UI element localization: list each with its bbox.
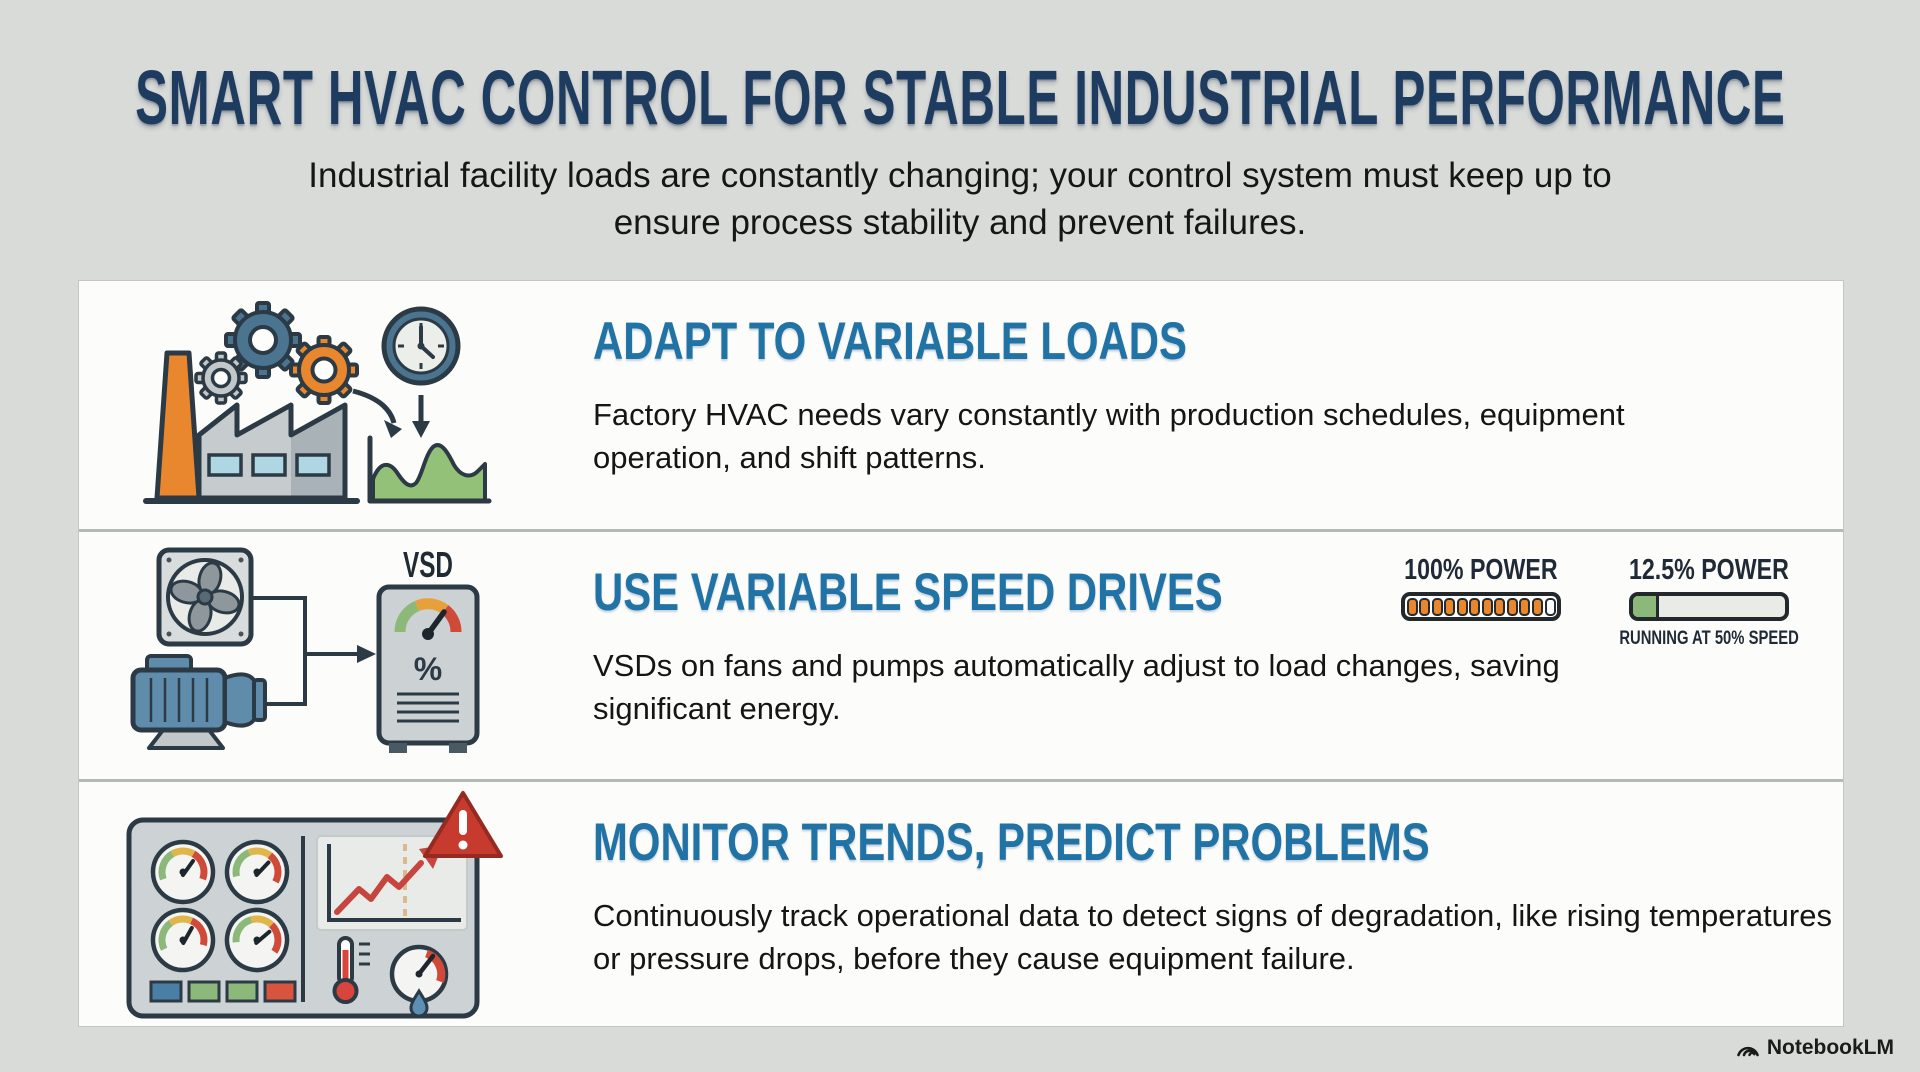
load-curve-chart [367, 435, 492, 504]
full-power-bar [1401, 592, 1561, 621]
gear-icon-small [194, 351, 248, 405]
chimney [154, 350, 202, 501]
fan-pump-vsd-icon: VSD % [121, 532, 521, 784]
gear-icon-large [224, 301, 302, 379]
section-heading: USE VARIABLE SPEED DRIVES [593, 563, 1223, 622]
section-heading: ADAPT TO VARIABLE LOADS [593, 312, 1187, 371]
clock-icon [381, 306, 461, 386]
section-body: Factory HVAC needs vary constantly with … [593, 397, 1625, 475]
power-segment [1456, 597, 1468, 616]
pressure-gauge-drop-icon [389, 944, 449, 1018]
reduced-power-label: 12.5% POWER [1629, 554, 1789, 586]
section-adapt-to-variable-loads: ADAPT TO VARIABLE LOADS Factory HVAC nee… [79, 281, 1843, 529]
fan-icon [156, 547, 254, 647]
factory-gears-clock-load-curve-icon [91, 283, 511, 534]
control-panel-gauges-trend-alert-icon [111, 788, 531, 1033]
reduced-power-caption: RUNNING AT 50% SPEED [1619, 628, 1799, 649]
row-divider [79, 529, 1843, 532]
page-subtitle: Industrial facility loads are constantly… [308, 156, 1612, 242]
down-arrow-icon [412, 395, 430, 438]
pump-icon [130, 654, 267, 750]
section-monitor-trends-predict-problems: MONITOR TRENDS, PREDICT PROBLEMS Continu… [79, 782, 1843, 1028]
thermometer-icon [332, 936, 370, 1004]
section-body: VSDs on fans and pumps automatically adj… [593, 648, 1560, 726]
reduced-power-bar [1629, 592, 1789, 621]
trend-chart [316, 835, 468, 931]
power-segment [1481, 597, 1493, 616]
full-power-label: 100% POWER [1404, 554, 1558, 586]
full-power-indicator: 100% POWER [1397, 555, 1565, 621]
vsd-label: VSD [403, 544, 453, 585]
warning-icon [423, 791, 503, 858]
reduced-power-indicator: 12.5% POWER RUNNING AT 50% SPEED [1619, 554, 1799, 650]
row-divider [79, 779, 1843, 782]
power-segment [1494, 597, 1506, 616]
power-segment [1444, 597, 1456, 616]
page-title: SMART HVAC CONTROL FOR STABLE INDUSTRIAL… [134, 55, 1786, 141]
indicator-lights [149, 980, 297, 1003]
notebooklm-label: NotebookLM [1766, 1036, 1894, 1059]
power-segment [1469, 597, 1481, 616]
gauge-icon [153, 842, 213, 902]
vsd-gauge-percent: % [414, 651, 442, 687]
vsd-unit-icon: VSD % [376, 544, 480, 753]
section-use-variable-speed-drives: VSD % [79, 532, 1843, 779]
notebooklm-logo-icon [1737, 1046, 1759, 1057]
power-segment [1544, 597, 1556, 616]
gear-icon-orange [289, 335, 359, 405]
power-segment [1419, 597, 1431, 616]
notebooklm-watermark: NotebookLM [1736, 1036, 1894, 1060]
power-segment [1406, 597, 1418, 616]
curved-arrow-icon [352, 388, 402, 438]
factory-icon [143, 350, 360, 504]
power-segment [1506, 597, 1518, 616]
section-body: Continuously track operational data to d… [593, 898, 1832, 976]
content-panel: ADAPT TO VARIABLE LOADS Factory HVAC nee… [78, 280, 1844, 1027]
section-heading: MONITOR TRENDS, PREDICT PROBLEMS [593, 813, 1430, 872]
power-segment [1531, 597, 1544, 616]
power-segment [1431, 597, 1443, 616]
power-segment [1519, 597, 1531, 616]
reduced-power-fill [1633, 596, 1659, 617]
connector-lines [251, 596, 376, 706]
water-drop-icon [409, 988, 429, 1018]
